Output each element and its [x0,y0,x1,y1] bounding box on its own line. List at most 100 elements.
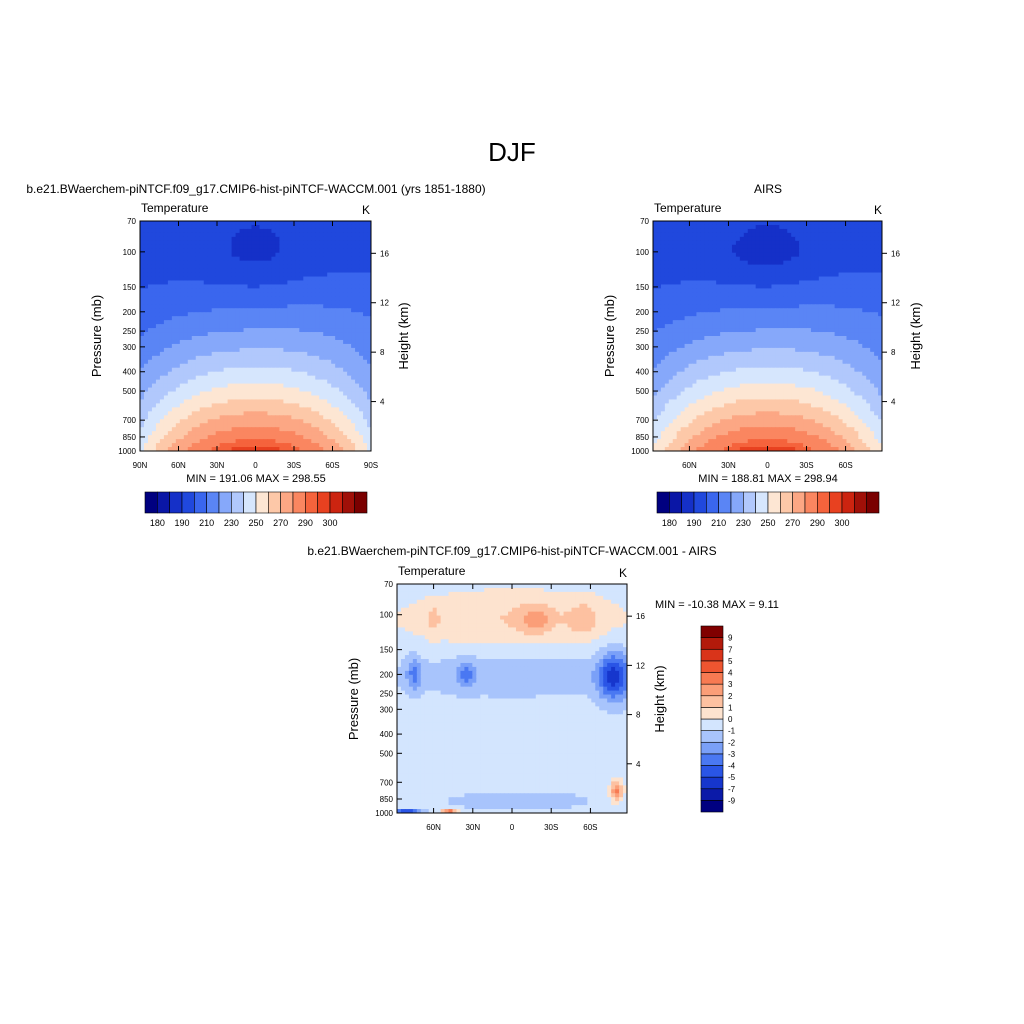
lat-tick-label: 60S [838,461,852,470]
colorbar-box [700,660,724,673]
pressure-tick-label: 70 [640,217,649,226]
panel-obs-field [653,221,882,451]
colorbar-label: 9 [728,634,733,643]
colorbar-label: 7 [728,645,733,654]
pressure-tick-label: 200 [636,308,650,317]
panel-model-title: b.e21.BWaerchem-piNTCF.f09_g17.CMIP6-his… [26,182,485,196]
panel-diff-minmax: MIN = -10.38 MAX = 9.11 [655,599,779,611]
height-tick-label: 4 [636,760,641,769]
pressure-tick-label: 100 [380,611,394,620]
lat-tick-label: 0 [253,461,258,470]
colorbar-box [194,491,207,514]
lat-tick-label: 60N [171,461,186,470]
height-tick-label: 4 [380,398,385,407]
colorbar-box [669,491,682,514]
colorbar-box [854,491,867,514]
pressure-tick-label: 700 [636,416,650,425]
colorbar-label: 3 [728,680,733,689]
colorbar-box [305,491,318,514]
pressure-tick-label: 100 [123,248,137,257]
colorbar-label: 4 [728,669,733,678]
panel-diff-ylabel: Pressure (mb) [346,658,361,740]
panel-obs: AIRS Temperature K 70 100 150 200 250 300 400 5… [602,182,923,528]
colorbar-box [700,625,724,638]
colorbar-box [829,491,843,514]
height-tick-label: 16 [636,612,645,621]
colorbar-box [817,491,830,514]
colorbar-label: 0 [728,715,733,724]
colorbar-box [243,491,257,514]
colorbar-label: -7 [728,785,736,794]
colorbar-box [841,491,855,514]
colorbar-box [700,788,724,801]
height-tick-label: 16 [380,249,389,258]
lat-tick-label: 30N [210,461,225,470]
pressure-tick-label: 400 [636,368,650,377]
panel-diff-variable: Temperature [398,564,466,578]
colorbar-label: 270 [785,518,800,528]
height-tick-label: 8 [891,348,896,357]
pressure-tick-label: 250 [123,327,137,336]
colorbar-label: 230 [736,518,751,528]
pressure-tick-label: 500 [123,387,137,396]
panel-diff-colorbar: 9 7 5 4 3 2 1 0 -1 -2 -3 -4 -5 -7 -9 [700,625,736,813]
colorbar-box [780,491,793,514]
colorbar-label: -4 [728,762,736,771]
lat-tick-label: 90N [133,461,148,470]
panel-model-minmax: MIN = 191.06 MAX = 298.55 [186,473,325,485]
lat-tick-label: 60N [682,461,697,470]
colorbar-box [144,491,158,514]
colorbar-box [354,491,368,514]
colorbar-label: 210 [711,518,726,528]
panel-obs-axes: 70 100 150 200 250 300 400 500 700 850 1000 60N 30N 0… [631,217,900,470]
pressure-tick-label: 850 [636,433,650,442]
lat-tick-label: 0 [510,823,515,832]
pressure-tick-label: 700 [380,778,394,787]
colorbar-box [743,491,756,514]
panel-model-axes: 70 100 150 200 250 300 400 500 700 850 1000 90N 60N 3… [118,217,389,470]
lat-tick-label: 30N [721,461,736,470]
panel-obs-y2label: Height (km) [908,302,923,369]
height-tick-label: 16 [891,249,900,258]
colorbar-label: 210 [199,518,214,528]
colorbar-box [700,648,724,662]
colorbar-label: 290 [298,518,313,528]
lat-tick-label: 60S [583,823,597,832]
colorbar-box [181,491,195,514]
pressure-tick-label: 300 [636,343,650,352]
panel-diff-axes: 70 100 150 200 250 300 400 500 700 850 1000 60N 30N 0… [375,580,645,832]
pressure-tick-label: 150 [380,646,394,655]
colorbar-box [730,491,744,514]
pressure-tick-label: 500 [636,387,650,396]
colorbar-label: 1 [728,703,733,712]
colorbar-label: -9 [728,796,736,805]
colorbar-label: -2 [728,738,736,747]
colorbar-box [755,491,769,514]
colorbar-box [681,491,695,514]
pressure-tick-label: 200 [380,670,394,679]
colorbar-label: 250 [760,518,775,528]
colorbar-box [700,672,724,685]
colorbar-box [157,491,170,514]
colorbar-label: -5 [728,773,736,782]
colorbar-label: 180 [150,518,165,528]
colorbar-box [342,491,355,514]
colorbar-box [656,491,670,514]
panel-diff-y2label: Height (km) [652,665,667,732]
colorbar-box [700,753,724,766]
panel-diff: b.e21.BWaerchem-piNTCF.f09_g17.CMIP6-his… [307,544,779,832]
height-tick-label: 4 [891,398,896,407]
colorbar-box [329,491,343,514]
colorbar-box [792,491,806,514]
colorbar-box [700,741,724,755]
colorbar-label: 5 [728,657,733,666]
colorbar-label: 180 [662,518,677,528]
colorbar-box [268,491,281,514]
colorbar-box [706,491,719,514]
colorbar-label: -3 [728,750,736,759]
pressure-tick-label: 70 [127,217,136,226]
lat-tick-label: 60S [325,461,339,470]
panel-diff-field [397,584,627,813]
pressure-tick-label: 1000 [118,447,136,456]
